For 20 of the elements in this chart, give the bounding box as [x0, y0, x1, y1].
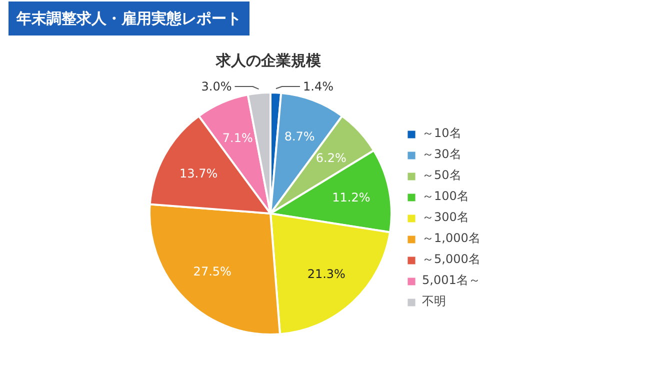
data-label: 7.1% [222, 131, 253, 146]
legend-label: ～100名 [422, 188, 469, 205]
legend-label: ～10名 [422, 125, 462, 142]
data-label: 13.7% [180, 166, 218, 181]
chart-subtitle: 求人の企業規模 [215, 52, 322, 70]
data-label: 6.2% [316, 150, 346, 165]
data-label: 21.3% [307, 266, 346, 281]
data-label: 8.7% [284, 130, 315, 144]
data-label: 11.2% [332, 190, 370, 204]
data-label: 1.4% [302, 80, 334, 94]
legend-label: ～5,000名 [422, 251, 480, 268]
legend-label: ～50名 [422, 167, 462, 184]
data-label: 3.0% [201, 80, 232, 94]
data-label: 27.5% [193, 264, 232, 279]
legend-label: 不明 [422, 293, 446, 310]
legend-label: ～1,000名 [422, 230, 480, 247]
chart-title: 年末調整求人・雇用実態レポート [16, 10, 242, 28]
legend-label: ～30名 [422, 146, 462, 163]
legend-label: 5,001名～ [422, 272, 480, 289]
legend-label: ～300名 [422, 209, 469, 226]
